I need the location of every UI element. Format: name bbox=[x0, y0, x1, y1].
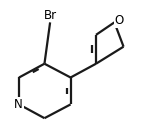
Text: O: O bbox=[115, 14, 124, 27]
Text: N: N bbox=[14, 98, 23, 111]
Text: Br: Br bbox=[43, 9, 57, 22]
